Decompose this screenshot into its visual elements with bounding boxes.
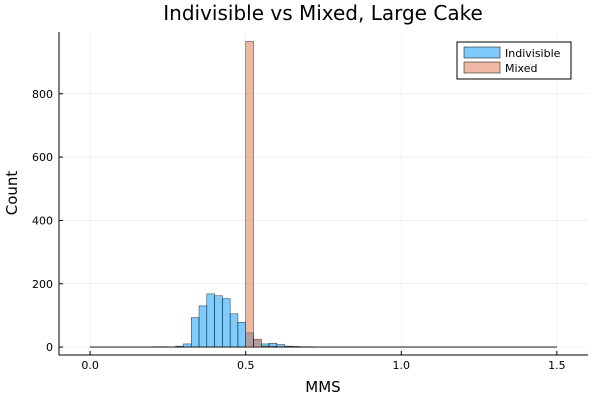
y-tick-label: 800 <box>32 88 53 101</box>
y-tick-label: 200 <box>32 278 53 291</box>
y-tick-label: 600 <box>32 151 53 164</box>
bar-mixed <box>284 346 293 348</box>
bar-indivisible <box>214 295 223 348</box>
axes <box>58 32 588 356</box>
bar-mixed <box>276 346 285 348</box>
bar-indivisible <box>222 298 231 348</box>
x-tick-label: 1.5 <box>548 359 566 372</box>
bar-mixed <box>261 345 270 348</box>
bar-mixed <box>245 41 254 348</box>
bar-indivisible <box>237 322 246 348</box>
x-tick-label: 1.0 <box>393 359 411 372</box>
x-tick-label: 0.0 <box>81 359 99 372</box>
bar-mixed <box>268 346 278 348</box>
bar-indivisible <box>229 313 239 348</box>
legend-label-mixed: Mixed <box>505 62 537 75</box>
bar-indivisible <box>206 293 215 348</box>
bar-indivisible <box>191 317 200 348</box>
bar-indivisible <box>198 305 208 348</box>
tick-labels: 0.0 0.5 1.0 1.5 0 200 400 600 800 <box>32 88 566 372</box>
y-tick-label: 0 <box>46 341 53 354</box>
y-tick-label: 400 <box>32 214 53 227</box>
legend-label-indivisible: Indivisible <box>505 47 561 60</box>
y-axis-title: Count <box>3 171 21 216</box>
legend-swatch-mixed <box>463 61 501 74</box>
x-tick-label: 0.5 <box>237 359 255 372</box>
legend-swatch-indivisible <box>463 46 501 59</box>
bar-indivisible <box>183 343 192 348</box>
legend: Indivisible Mixed <box>456 41 572 80</box>
bars <box>90 41 557 348</box>
x-axis-title: MMS <box>305 378 340 396</box>
bar-mixed <box>253 338 262 348</box>
chart-title: Indivisible vs Mixed, Large Cake <box>163 1 483 25</box>
